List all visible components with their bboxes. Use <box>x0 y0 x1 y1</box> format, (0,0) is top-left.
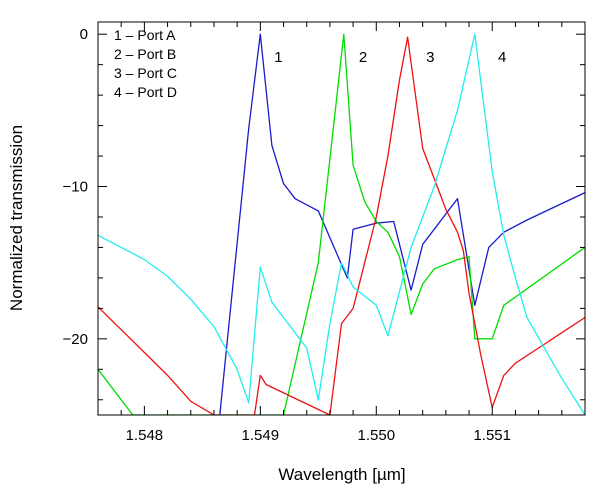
x-tick-label: 1.549 <box>242 427 280 444</box>
series-1-line <box>219 33 585 415</box>
y-axis-title: Normalized transmission <box>7 125 26 311</box>
y-tick-label: 0 <box>80 26 88 43</box>
legend: 1 – Port A 2 – Port B 3 – Port C 4 – Port D <box>114 27 177 100</box>
x-tick-label: 1.551 <box>473 427 511 444</box>
legend-entry: 2 – Port B <box>114 46 176 62</box>
peak-label: 2 <box>359 49 367 66</box>
y-tick-label: −20 <box>63 331 88 348</box>
peak-label: 1 <box>274 49 282 66</box>
legend-entry: 4 – Port D <box>114 84 177 100</box>
plot-area-frame <box>97 21 586 416</box>
x-tick-label: 1.550 <box>358 427 396 444</box>
legend-entry: 1 – Port A <box>114 27 176 43</box>
y-tick-label: −10 <box>63 179 88 196</box>
x-axis-title: Wavelength [µm] <box>278 465 405 484</box>
series-4-line <box>98 33 585 415</box>
peak-label: 4 <box>498 49 506 66</box>
x-tick-label: 1.548 <box>126 427 164 444</box>
peak-labels: 1 2 3 4 <box>274 49 506 66</box>
peak-label: 3 <box>426 49 434 66</box>
axes-layer: 1.548 1.549 1.550 1.551 0 −10 −20 <box>63 22 586 444</box>
legend-entry: 3 – Port C <box>114 65 177 81</box>
series-2-line <box>98 33 585 415</box>
